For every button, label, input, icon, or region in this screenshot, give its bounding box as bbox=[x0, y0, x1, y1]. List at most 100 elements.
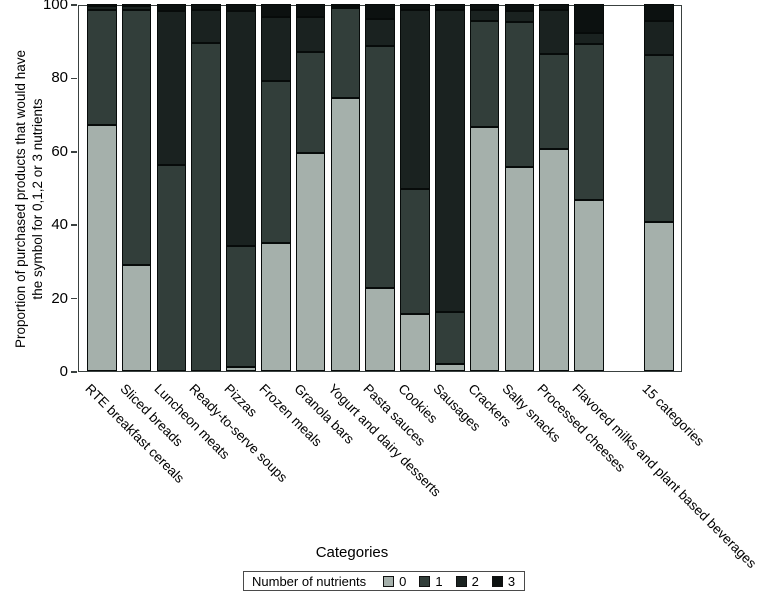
y-tick-label: 20 bbox=[51, 289, 68, 307]
legend-swatch-icon bbox=[455, 575, 467, 587]
y-tick-mark bbox=[71, 77, 77, 80]
segment-nutrients-3 bbox=[226, 4, 256, 12]
segment-nutrients-0 bbox=[469, 126, 500, 371]
segment-nutrients-0 bbox=[295, 152, 326, 371]
segment-nutrients-0 bbox=[87, 125, 117, 371]
legend-item-label: 0 bbox=[399, 573, 407, 589]
bar-frozen-meals bbox=[261, 4, 291, 371]
segment-nutrients-3 bbox=[365, 4, 395, 19]
segment-nutrients-3 bbox=[87, 3, 117, 6]
x-axis-title: Categories bbox=[315, 544, 389, 561]
segment-nutrients-3 bbox=[435, 4, 465, 10]
segment-nutrients-3 bbox=[295, 4, 326, 17]
segment-nutrients-3 bbox=[469, 4, 500, 10]
segment-nutrients-0 bbox=[435, 363, 465, 371]
segment-nutrients-3 bbox=[504, 4, 535, 12]
segment-nutrients-2 bbox=[121, 5, 152, 10]
segment-nutrients-1 bbox=[539, 53, 569, 149]
segment-nutrients-3 bbox=[539, 4, 569, 10]
segment-nutrients-2 bbox=[504, 11, 535, 23]
legend: Number of nutrients 0 1 2 3 bbox=[243, 571, 526, 591]
segment-nutrients-3 bbox=[261, 4, 291, 17]
bar-yogurt-and-dairy-desserts bbox=[330, 3, 361, 371]
bar-salty-snacks bbox=[504, 4, 535, 371]
segment-nutrients-3 bbox=[156, 4, 187, 12]
segment-nutrients-2 bbox=[191, 9, 221, 43]
bar-sausages bbox=[435, 4, 465, 371]
segment-nutrients-0 bbox=[400, 314, 430, 371]
segment-nutrients-1 bbox=[121, 9, 152, 265]
y-tick-mark bbox=[71, 371, 77, 373]
segment-nutrients-0 bbox=[504, 167, 535, 371]
bar-cookies bbox=[400, 4, 430, 371]
segment-nutrients-3 bbox=[400, 4, 430, 10]
segment-nutrients-0 bbox=[121, 264, 152, 371]
segment-nutrients-1 bbox=[469, 20, 500, 127]
bar-crackers bbox=[469, 4, 500, 371]
segment-nutrients-3 bbox=[121, 3, 152, 6]
segment-nutrients-2 bbox=[295, 16, 326, 52]
segment-nutrients-1 bbox=[295, 51, 326, 153]
legend-items: 0 1 2 3 bbox=[383, 574, 515, 589]
bar-sliced-breads bbox=[121, 3, 152, 371]
segment-nutrients-1 bbox=[191, 42, 221, 371]
segment-nutrients-0 bbox=[226, 367, 256, 371]
y-tick-mark bbox=[71, 297, 77, 300]
segment-nutrients-1 bbox=[435, 312, 465, 364]
bar-luncheon-meats bbox=[156, 4, 187, 371]
segment-nutrients-1 bbox=[504, 22, 535, 168]
segment-nutrients-0 bbox=[539, 148, 569, 371]
segment-nutrients-3 bbox=[330, 3, 361, 6]
legend-swatch-icon bbox=[491, 575, 503, 587]
segment-nutrients-3 bbox=[191, 4, 221, 10]
legend-item-2: 2 bbox=[455, 573, 479, 589]
y-tick-label: 100 bbox=[42, 0, 68, 13]
segment-nutrients-2 bbox=[574, 33, 604, 45]
y-tick-label: 40 bbox=[51, 216, 68, 234]
y-tick-label: 60 bbox=[51, 142, 68, 160]
segment-nutrients-3 bbox=[644, 4, 674, 21]
legend-swatch-icon bbox=[419, 575, 431, 587]
y-axis-title-line1: Proportion of purchased products that wo… bbox=[13, 50, 28, 348]
segment-nutrients-0 bbox=[261, 242, 291, 371]
segment-nutrients-1 bbox=[156, 165, 187, 371]
y-axis-title: Proportion of purchased products that wo… bbox=[12, 13, 48, 385]
segment-nutrients-1 bbox=[330, 7, 361, 98]
segment-nutrients-1 bbox=[644, 55, 674, 223]
legend-item-1: 1 bbox=[419, 574, 443, 589]
legend-title: Number of nutrients bbox=[252, 573, 367, 589]
bar-pizzas bbox=[226, 4, 256, 371]
bar-flavored-milks-and-plant-based-beverages bbox=[574, 4, 604, 371]
segment-nutrients-1 bbox=[365, 46, 395, 289]
y-tick-label: 0 bbox=[59, 363, 68, 380]
segment-nutrients-2 bbox=[469, 9, 500, 21]
bar-15-categories bbox=[644, 4, 674, 371]
segment-nutrients-0 bbox=[330, 97, 361, 371]
legend-item-label: 2 bbox=[471, 573, 479, 589]
bar-processed-cheeses bbox=[539, 4, 569, 371]
segment-nutrients-2 bbox=[435, 9, 465, 313]
segment-nutrients-1 bbox=[87, 9, 117, 126]
legend-item-0: 0 bbox=[383, 574, 406, 589]
y-tick-mark bbox=[71, 4, 77, 6]
segment-nutrients-1 bbox=[261, 81, 291, 243]
y-axis-title-line2: the symbol for 0,1,2 or 3 nutrients bbox=[30, 98, 45, 300]
y-tick-mark bbox=[71, 224, 77, 226]
segment-nutrients-1 bbox=[574, 44, 604, 201]
segment-nutrients-1 bbox=[226, 246, 256, 368]
segment-nutrients-2 bbox=[365, 18, 395, 47]
bar-ready-to-serve-soups bbox=[191, 4, 221, 371]
segment-nutrients-2 bbox=[539, 9, 569, 54]
bar-granola-bars bbox=[295, 4, 326, 371]
segment-nutrients-2 bbox=[226, 11, 256, 247]
segment-nutrients-3 bbox=[574, 4, 604, 34]
legend-item-label: 3 bbox=[507, 573, 516, 589]
segment-nutrients-2 bbox=[400, 9, 430, 190]
segment-nutrients-2 bbox=[644, 20, 674, 56]
bar-rte-breakfast-cereals bbox=[87, 3, 117, 371]
segment-nutrients-2 bbox=[261, 16, 291, 82]
segment-nutrients-2 bbox=[156, 11, 187, 166]
y-tick-label: 80 bbox=[51, 69, 68, 87]
legend-item-3: 3 bbox=[491, 573, 516, 589]
segment-nutrients-0 bbox=[574, 200, 604, 371]
